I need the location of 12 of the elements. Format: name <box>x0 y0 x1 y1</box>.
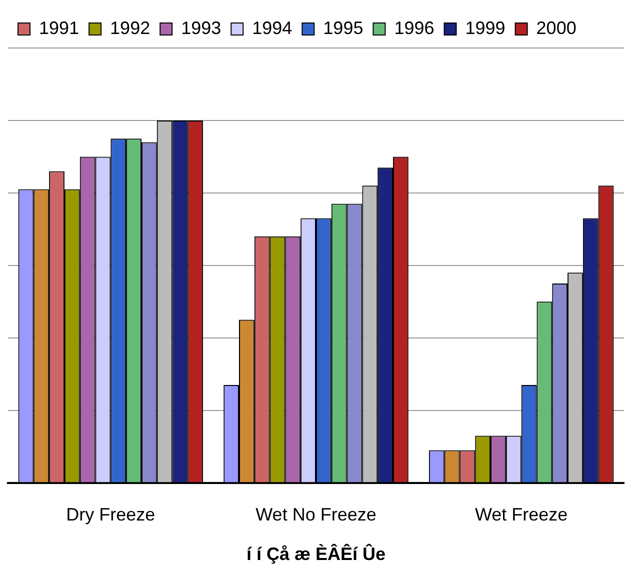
x-tick-label: Wet No Freeze <box>256 504 376 525</box>
x-tick-label: Dry Freeze <box>66 504 156 525</box>
legend-label: 2000 <box>536 18 576 38</box>
x-tick-label: Wet Freeze <box>474 504 568 525</box>
x-axis-title: í í Çå æ ÈÂÊí Ûe <box>246 543 386 564</box>
legend-label: 1996 <box>394 18 434 38</box>
legend-label: 1995 <box>323 18 364 38</box>
legend-label: 1999 <box>465 18 506 38</box>
legend-label: 1991 <box>39 18 80 38</box>
legend-label: 1994 <box>252 18 292 38</box>
legend-label: 1993 <box>181 18 222 38</box>
legend-label: 1992 <box>110 18 150 38</box>
